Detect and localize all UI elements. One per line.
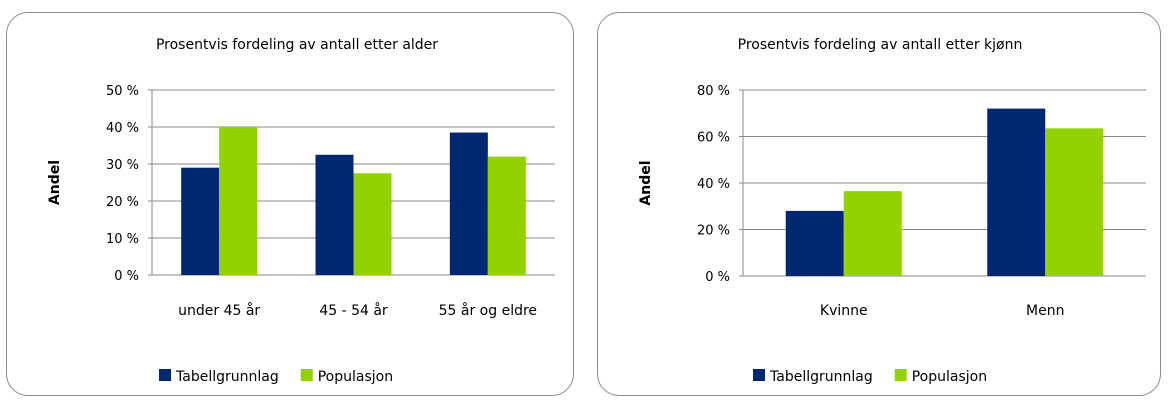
y-tick-label: 20 % <box>106 195 139 210</box>
bar-tabellgrunnlag <box>785 210 844 276</box>
y-tick-label: 80 % <box>697 84 730 99</box>
y-tick-label: 10 % <box>106 232 139 247</box>
bar-populasjon <box>219 127 258 275</box>
bar-populasjon <box>843 191 902 276</box>
y-tick-label: 0 % <box>705 270 730 285</box>
legend-label: Populasjon <box>912 369 987 385</box>
chart-gender-svg: Prosentvis fordeling av antall etter kjø… <box>638 37 1146 385</box>
y-tick-label: 20 % <box>697 224 730 239</box>
y-axis-label: Andel <box>638 160 654 205</box>
y-tick-label: 40 % <box>106 121 139 136</box>
legend-label: Tabellgrunnlag <box>175 369 279 385</box>
chart-panel-age: Prosentvis fordeling av antall etter ald… <box>6 12 574 396</box>
chart-title: Prosentvis fordeling av antall etter ald… <box>156 37 438 53</box>
legend-swatch <box>159 369 171 381</box>
x-category-label: Kvinne <box>820 303 868 319</box>
bar-populasjon <box>487 156 526 275</box>
bar-populasjon <box>1045 128 1104 276</box>
bar-tabellgrunnlag <box>181 167 220 275</box>
x-category-label: under 45 år <box>178 302 260 319</box>
y-tick-label: 40 % <box>697 177 730 192</box>
chart-panel-gender: Prosentvis fordeling av antall etter kjø… <box>597 12 1161 396</box>
y-tick-label: 60 % <box>697 131 730 146</box>
legend-label: Tabellgrunnlag <box>769 369 873 385</box>
legend-swatch <box>753 369 765 381</box>
bar-populasjon <box>353 173 392 275</box>
x-category-label: 55 år og eldre <box>439 302 537 319</box>
x-category-label: Menn <box>1026 303 1064 319</box>
chart-age-svg: Prosentvis fordeling av antall etter ald… <box>47 37 555 385</box>
y-tick-label: 50 % <box>106 84 139 99</box>
x-category-label: 45 - 54 år <box>319 302 388 319</box>
y-tick-label: 0 % <box>114 269 139 284</box>
y-tick-label: 30 % <box>106 158 139 173</box>
bar-tabellgrunnlag <box>987 108 1046 276</box>
legend-swatch <box>894 369 907 381</box>
legend-label: Populasjon <box>318 369 393 385</box>
bar-tabellgrunnlag <box>315 154 354 275</box>
legend-swatch <box>300 369 313 381</box>
y-axis-label: Andel <box>47 160 63 205</box>
bar-tabellgrunnlag <box>449 132 488 275</box>
chart-title: Prosentvis fordeling av antall etter kjø… <box>738 37 1023 53</box>
